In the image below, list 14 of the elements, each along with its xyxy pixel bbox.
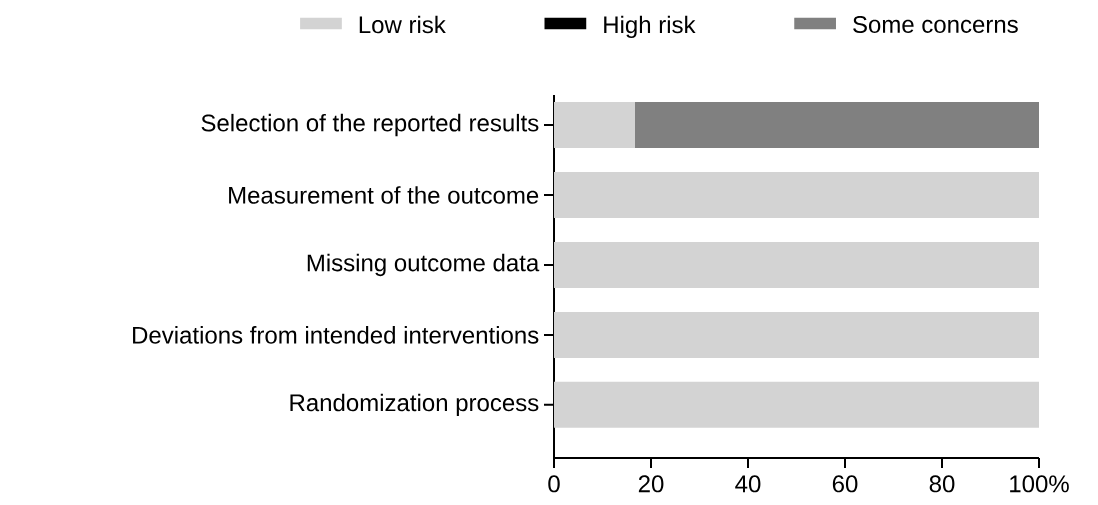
y-tick-label: Measurement of the outcome xyxy=(229,186,539,204)
legend-label: Some concerns xyxy=(853,15,1018,33)
y-tick-label: Randomization process xyxy=(290,393,539,417)
x-tick-label: 80 xyxy=(929,475,955,493)
legend-label: High risk xyxy=(604,15,696,39)
y-tick-label: Deviations from intended interventions xyxy=(133,326,539,344)
x-tick-label: 0 xyxy=(548,475,560,493)
y-tick-label: Selection of the reported results xyxy=(201,113,539,137)
y-tick-label: Missing outcome data xyxy=(307,253,540,277)
x-tick-label: 60 xyxy=(832,475,858,493)
x-tick-label: 100% xyxy=(1010,475,1069,493)
legend-label: Low risk xyxy=(359,15,446,34)
x-tick-label: 20 xyxy=(638,475,664,493)
x-tick-label: 40 xyxy=(735,475,761,493)
